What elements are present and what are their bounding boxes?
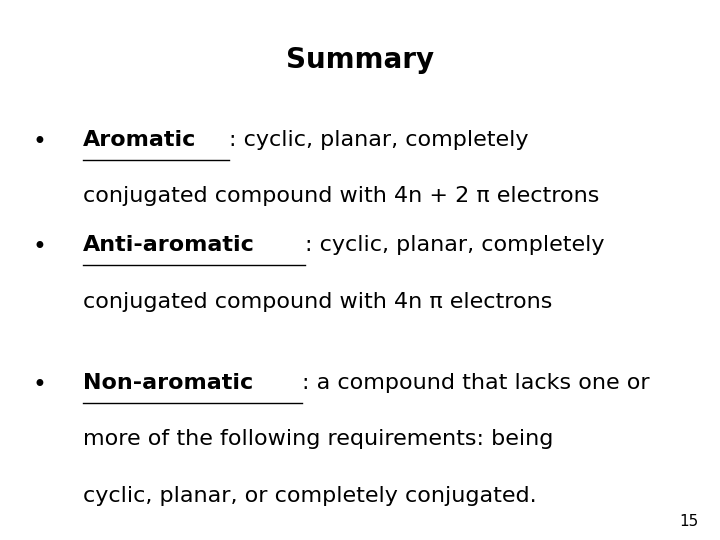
Text: more of the following requirements: being: more of the following requirements: bein…: [83, 429, 553, 449]
Text: conjugated compound with 4n + 2 π electrons: conjugated compound with 4n + 2 π electr…: [83, 186, 599, 206]
Text: conjugated compound with 4n π electrons: conjugated compound with 4n π electrons: [83, 292, 552, 312]
Text: : cyclic, planar, completely: : cyclic, planar, completely: [229, 130, 528, 150]
Text: cyclic, planar, or completely conjugated.: cyclic, planar, or completely conjugated…: [83, 486, 536, 506]
Text: •: •: [32, 130, 47, 153]
Text: : cyclic, planar, completely: : cyclic, planar, completely: [305, 235, 604, 255]
Text: 15: 15: [679, 514, 698, 529]
Text: •: •: [32, 235, 47, 259]
Text: : a compound that lacks one or: : a compound that lacks one or: [302, 373, 650, 393]
Text: Summary: Summary: [286, 46, 434, 74]
Text: •: •: [32, 373, 47, 396]
Text: Aromatic: Aromatic: [83, 130, 196, 150]
Text: Non-aromatic: Non-aromatic: [83, 373, 253, 393]
Text: Anti-aromatic: Anti-aromatic: [83, 235, 255, 255]
